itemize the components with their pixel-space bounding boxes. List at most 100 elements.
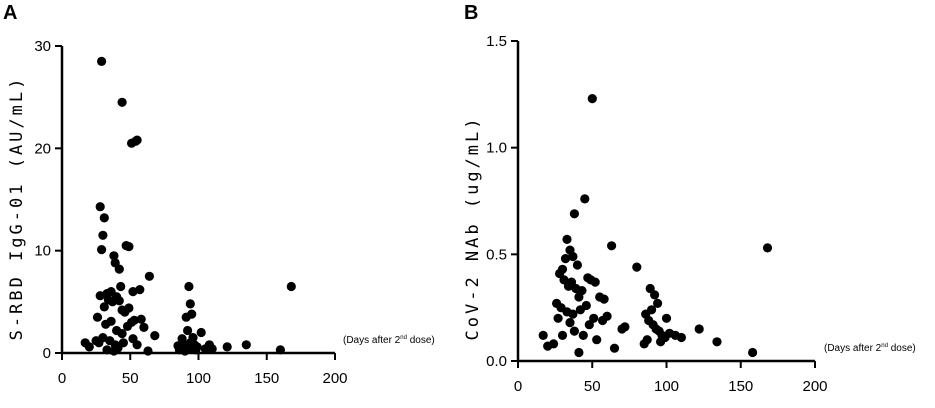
scatter-point	[95, 202, 105, 212]
scatter-point	[99, 213, 109, 223]
x-tick-label: 100	[186, 370, 211, 387]
scatter-point	[207, 344, 217, 354]
x-tick-label: 0	[58, 370, 66, 387]
x-tick-label: 100	[654, 378, 679, 395]
scatter-point	[572, 260, 583, 270]
scatter-point	[609, 343, 620, 353]
scatter-point	[118, 338, 128, 348]
scatter-point	[592, 335, 602, 345]
scatter-point	[538, 330, 548, 340]
scatter-point	[177, 334, 187, 344]
scatter-point	[580, 194, 590, 204]
scatter-point	[184, 281, 194, 292]
scatter-point	[143, 346, 153, 356]
scatter-point	[117, 329, 127, 339]
y-tick-label: 1.0	[486, 140, 507, 157]
x-tick-label: 200	[802, 378, 827, 395]
panel-b-y-axis-title: CoV-2 NAb (ug/mL)	[463, 116, 483, 341]
scatter-point	[286, 281, 296, 292]
scatter-point	[275, 345, 285, 355]
x-tick-label: 150	[254, 370, 279, 387]
scatter-point	[132, 340, 142, 350]
scatter-point	[241, 340, 251, 350]
x-tick-label: 50	[122, 370, 139, 387]
scatter-point	[106, 316, 116, 326]
scatter-point	[762, 243, 773, 253]
scatter-point	[124, 303, 134, 313]
scatter-point	[581, 300, 591, 311]
panel-b-x-axis-note: (Days after 2nd dose)	[824, 343, 916, 354]
scatter-point	[589, 313, 599, 323]
scatter-point	[185, 299, 195, 309]
y-tick-label: 0.5	[486, 246, 507, 263]
scatter-point	[559, 275, 569, 285]
scatter-point	[599, 294, 609, 304]
scatter-point	[144, 271, 154, 281]
scatter-point	[569, 326, 580, 336]
panel-a-letter: A	[3, 2, 17, 24]
scatter-point	[562, 234, 572, 244]
scatter-point	[602, 311, 612, 321]
scatter-point	[568, 251, 578, 262]
scatter-point	[557, 330, 568, 340]
scatter-point	[181, 312, 191, 322]
y-tick-label: 0.0	[486, 353, 507, 370]
scatter-point	[98, 230, 108, 240]
scatter-point	[650, 290, 660, 300]
y-tick-label: 20	[34, 140, 51, 157]
scatter-point	[577, 286, 587, 296]
panel-a: A S-RBD IgG-01 (AU/mL) 0 50 100 150 200 0 10 20…	[3, 2, 435, 387]
scatter-point	[114, 296, 124, 306]
scatter-point	[676, 332, 687, 343]
scatter-point	[222, 342, 232, 352]
scatter-point	[124, 242, 134, 252]
panel-b: B CoV-2 NAb (ug/mL) 0 50 100 150 200 0.0 0.5 1.…	[463, 2, 916, 395]
scatter-point	[578, 330, 588, 340]
panel-a-y-axis-title: S-RBD IgG-01 (AU/mL)	[7, 76, 27, 341]
scatter-point	[84, 342, 94, 352]
panel-a-axes: 0 50 100 150 200 0 10 20 30	[34, 38, 347, 387]
scatter-point	[109, 346, 119, 356]
x-tick-label: 200	[322, 370, 347, 387]
x-tick-label: 0	[514, 378, 522, 395]
scatter-point	[748, 347, 758, 358]
y-tick-label: 0	[43, 345, 51, 362]
scatter-point	[97, 245, 107, 255]
scatter-point	[568, 309, 578, 319]
scatter-point	[150, 331, 160, 341]
scatter-point	[653, 298, 663, 308]
scatter-point	[192, 342, 202, 352]
scatter-point	[122, 321, 133, 331]
scatter-point	[607, 241, 617, 251]
scatter-point	[92, 312, 103, 322]
panel-a-x-axis-note: (Days after 2nd dose)	[343, 335, 435, 346]
panel-b-points	[538, 94, 773, 358]
scatter-point	[574, 347, 584, 358]
scatter-point	[712, 337, 722, 347]
scatter-point	[620, 322, 630, 332]
scatter-point	[645, 283, 655, 294]
x-tick-label: 50	[584, 378, 601, 395]
scatter-point	[569, 209, 580, 219]
panel-a-points	[80, 56, 296, 356]
scatter-point	[555, 268, 565, 279]
scatter-point	[97, 56, 107, 66]
scatter-point	[116, 281, 126, 292]
panel-b-axes: 0 50 100 150 200 0.0 0.5 1.0 1.5	[486, 33, 827, 395]
scatter-point	[661, 313, 672, 323]
scatter-point	[131, 136, 141, 146]
scatter-point	[632, 262, 642, 272]
y-tick-label: 10	[34, 243, 51, 260]
scatter-point	[102, 345, 112, 355]
scatter-point	[196, 327, 206, 338]
scatter-point	[114, 264, 124, 274]
scatter-point	[95, 291, 105, 301]
scatter-point	[565, 318, 575, 328]
scatter-point	[139, 322, 149, 332]
scatter-point	[99, 302, 109, 312]
scatter-point	[183, 325, 193, 336]
scatter-point	[694, 324, 704, 334]
scatter-point	[543, 341, 553, 351]
scatter-point	[584, 320, 594, 330]
